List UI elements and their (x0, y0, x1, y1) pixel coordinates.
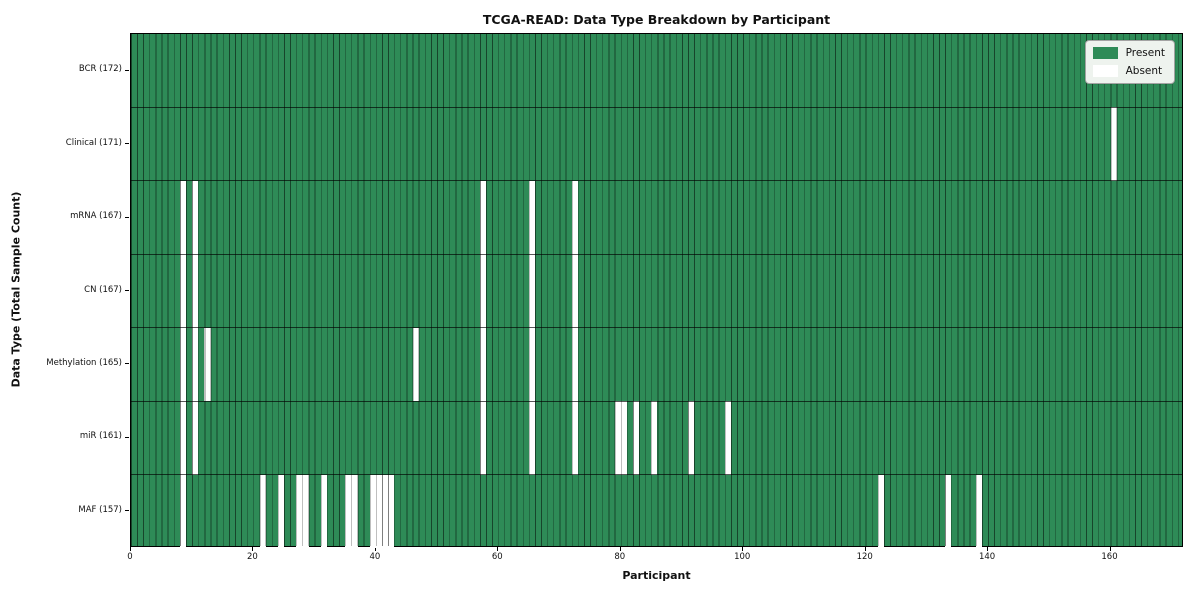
y-tick-mark (125, 69, 129, 71)
x-tick-mark (497, 547, 499, 551)
absent-cell (651, 401, 658, 475)
absent-cell (688, 401, 695, 475)
x-tick-mark (1109, 547, 1111, 551)
absent-cell (192, 254, 199, 328)
y-tick-mark (125, 290, 129, 291)
y-tick-mark (125, 436, 129, 438)
row-divider (131, 106, 1182, 108)
absent-cell (179, 254, 187, 328)
absent-cell (724, 401, 731, 475)
absent-cell (528, 401, 536, 475)
y-tick-mark (125, 363, 129, 365)
absent-cell (479, 401, 487, 475)
x-tick-mark (864, 547, 866, 551)
legend-item-absent: Absent (1092, 65, 1165, 77)
absent-cell (192, 401, 199, 475)
y-tick-label: MAF (157) (78, 504, 122, 515)
x-tick-label: 160 (1101, 552, 1118, 562)
x-tick-label: 0 (127, 552, 133, 562)
legend-absent-label: Absent (1125, 65, 1163, 77)
absent-cell (1110, 107, 1117, 181)
x-tick-mark (252, 547, 254, 551)
absent-cell (479, 254, 487, 328)
x-tick-label: 20 (246, 552, 258, 562)
absent-cell (204, 327, 211, 402)
absent-cell (302, 474, 309, 548)
x-tick-mark (742, 547, 744, 551)
x-tick-mark (374, 547, 376, 551)
absent-cell (945, 474, 952, 548)
absent-cell (192, 180, 199, 255)
absent-cell (975, 474, 982, 548)
absent-cell (277, 474, 285, 548)
x-tick-label: 40 (369, 552, 381, 562)
row-divider (131, 253, 1182, 255)
absent-cell (179, 180, 187, 255)
absent-cell (479, 180, 487, 255)
y-tick-label: miR (161) (79, 431, 122, 442)
x-tick-mark (619, 547, 621, 551)
legend: Present Absent (1084, 40, 1175, 84)
x-tick-label: 140 (978, 552, 996, 562)
absent-cell (528, 254, 536, 328)
row-divider (131, 474, 1182, 476)
x-tick-label: 100 (734, 552, 751, 562)
absent-cell (179, 474, 187, 548)
absent-cell (877, 474, 884, 548)
legend-present-swatch (1092, 47, 1118, 59)
absent-cell (179, 401, 187, 475)
absent-cell (192, 327, 199, 402)
absent-cell (571, 327, 578, 402)
y-tick-label: CN (167) (84, 284, 122, 295)
x-axis-label: Participant (622, 569, 691, 582)
y-tick-mark (125, 510, 129, 512)
x-tick-label: 60 (491, 552, 503, 562)
absent-cell (571, 401, 578, 475)
row-divider (131, 180, 1182, 182)
absent-cell (571, 180, 578, 255)
absent-cell (528, 327, 536, 402)
absent-cell (620, 401, 627, 475)
present-cells-background (131, 34, 1182, 548)
absent-cell (179, 327, 187, 402)
absent-cell (571, 254, 578, 328)
legend-present-label: Present (1125, 47, 1165, 59)
absent-cell (351, 474, 358, 548)
absent-cell (528, 180, 536, 255)
row-divider (131, 400, 1182, 402)
row-divider (131, 327, 1182, 329)
chart-title: TCGA-READ: Data Type Breakdown by Partic… (482, 12, 831, 27)
y-tick-label: Methylation (165) (46, 357, 122, 368)
y-tick-label: mRNA (167) (70, 211, 122, 222)
x-tick-mark (130, 547, 131, 551)
absent-cell (388, 474, 395, 548)
legend-absent-swatch (1092, 65, 1118, 77)
y-tick-mark (125, 143, 129, 145)
y-tick-label: Clinical (171) (65, 137, 122, 148)
x-tick-label: 80 (614, 552, 626, 562)
absent-cell (259, 474, 266, 548)
y-tick-mark (125, 216, 129, 218)
legend-item-present: Present (1092, 47, 1165, 59)
plot-area: Present Absent (130, 33, 1183, 548)
absent-cell (479, 327, 487, 402)
x-tick-label: 120 (856, 552, 873, 562)
absent-cell (633, 401, 640, 475)
absent-cell (320, 474, 327, 548)
x-tick-mark (987, 547, 989, 551)
absent-cell (412, 327, 419, 402)
y-tick-label: BCR (172) (78, 64, 122, 75)
